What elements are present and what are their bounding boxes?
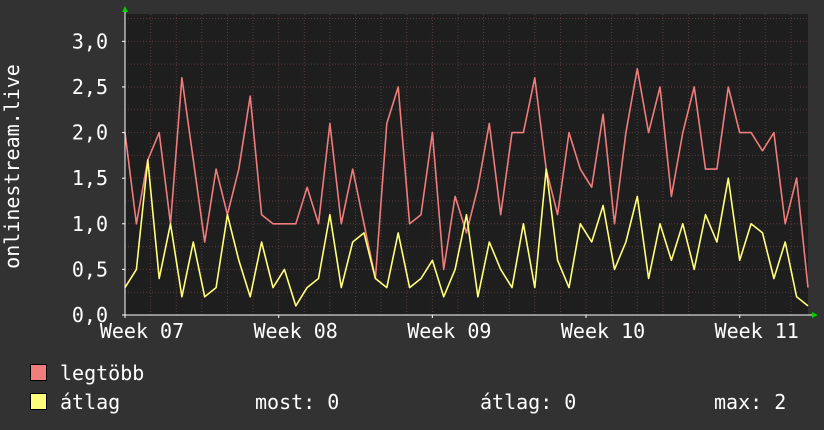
x-tick-label: Week 09 <box>407 319 491 343</box>
series-line-max <box>124 67 809 288</box>
y-tick-label: 0,0 <box>72 303 108 327</box>
line-chart: 0,0 0,5 1,0 1,5 2,0 2,5 3,0 Week 07 Week 08 Week … <box>0 6 818 343</box>
axes <box>122 6 818 318</box>
legend-swatch-avg <box>30 393 47 410</box>
y-tick-label: 0,5 <box>72 257 108 281</box>
y-axis-label: onlinestream.live <box>0 64 24 269</box>
x-tick-label: Week 10 <box>561 319 645 343</box>
y-tick-label: 1,5 <box>72 166 108 190</box>
y-axis-arrow-icon <box>122 6 128 12</box>
stat-now: most: 0 <box>255 390 340 414</box>
y-tick-label: 3,0 <box>72 29 108 53</box>
series-line-avg <box>124 159 809 307</box>
stat-max: max: 2 <box>714 390 787 414</box>
x-tick-label: Week 07 <box>100 319 184 343</box>
x-tick-label: Week 08 <box>254 319 338 343</box>
y-tick-label: 2,5 <box>72 75 108 99</box>
legend-row-avg: átlag most: 0 átlag: 0 max: 2 <box>30 391 800 413</box>
y-tick-label: 1,0 <box>72 212 108 236</box>
legend-row-max: legtöbb <box>30 362 790 384</box>
x-axis-arrow-icon <box>812 312 818 318</box>
stat-average: átlag: 0 <box>480 390 577 414</box>
grid <box>125 14 808 315</box>
y-tick-label: 2,0 <box>72 121 108 145</box>
series-lines <box>124 67 809 307</box>
x-tick-label: Week 11 <box>715 319 799 343</box>
tick-labels: 0,0 0,5 1,0 1,5 2,0 2,5 3,0 Week 07 Week 08 Week … <box>72 29 799 343</box>
legend-swatch-max <box>30 364 47 381</box>
legend-label-max: legtöbb <box>60 361 145 385</box>
legend-label-avg: átlag <box>60 390 121 414</box>
